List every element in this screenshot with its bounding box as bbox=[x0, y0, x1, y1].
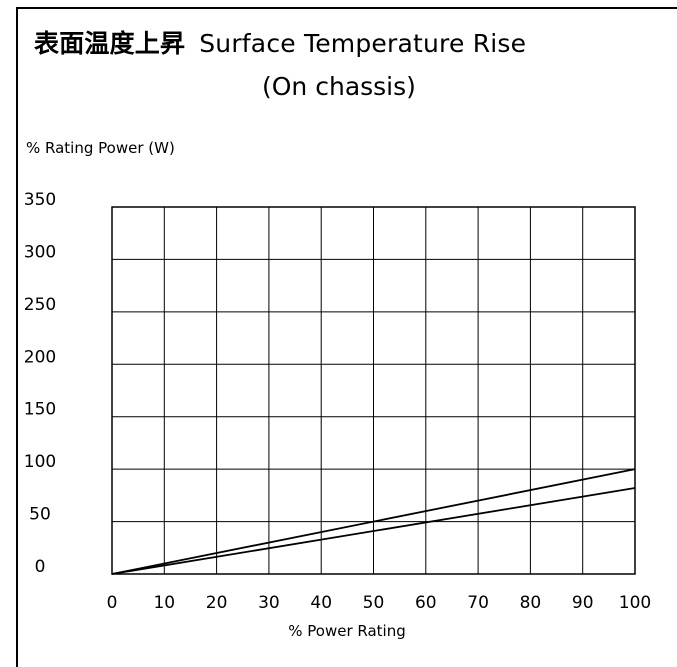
grid-lines bbox=[112, 207, 635, 574]
x-tick-label: 70 bbox=[467, 593, 489, 613]
y-tick-label: 200 bbox=[24, 347, 56, 367]
y-tick-label: 0 bbox=[35, 557, 46, 577]
x-tick-label: 50 bbox=[363, 593, 385, 613]
y-tick-label: 350 bbox=[24, 190, 56, 210]
series-line-1 bbox=[111, 468, 636, 575]
y-tick-label: 150 bbox=[24, 400, 56, 420]
y-tick-labels: 0 50 100 150 200 250 300 350 bbox=[24, 190, 56, 577]
x-axis-label: % Power Rating bbox=[288, 622, 406, 640]
series-lines bbox=[111, 468, 636, 575]
x-tick-label: 20 bbox=[206, 593, 228, 613]
x-tick-label: 40 bbox=[310, 593, 332, 613]
chart-title-jp: 表面温度上昇 bbox=[34, 29, 186, 58]
y-tick-label: 250 bbox=[24, 295, 56, 315]
x-tick-labels: 0 10 20 30 40 50 60 70 80 90 100 bbox=[107, 593, 652, 613]
x-tick-label: 30 bbox=[258, 593, 280, 613]
y-tick-label: 300 bbox=[24, 242, 56, 262]
chart-svg: 0 10 20 30 40 50 60 70 80 90 100 0 50 100 150 200 250 30… bbox=[24, 190, 652, 640]
plot-area bbox=[111, 206, 636, 575]
y-tick-label: 50 bbox=[29, 505, 51, 525]
x-tick-label: 0 bbox=[107, 593, 118, 613]
y-axis-label: % Rating Power (W) bbox=[26, 139, 175, 157]
chart-subtitle: (On chassis) bbox=[262, 72, 416, 101]
x-tick-label: 100 bbox=[619, 593, 651, 613]
x-tick-label: 90 bbox=[572, 593, 594, 613]
y-tick-label: 100 bbox=[24, 452, 56, 472]
figure-frame bbox=[16, 7, 677, 667]
x-tick-label: 10 bbox=[153, 593, 175, 613]
chart-title-en: Surface Temperature Rise bbox=[199, 29, 527, 58]
x-tick-label: 80 bbox=[520, 593, 542, 613]
series-line-2 bbox=[111, 487, 636, 575]
plot-border bbox=[111, 206, 636, 575]
chart-title: 表面温度上昇 Surface Temperature Rise bbox=[34, 24, 526, 60]
x-tick-label: 60 bbox=[415, 593, 437, 613]
